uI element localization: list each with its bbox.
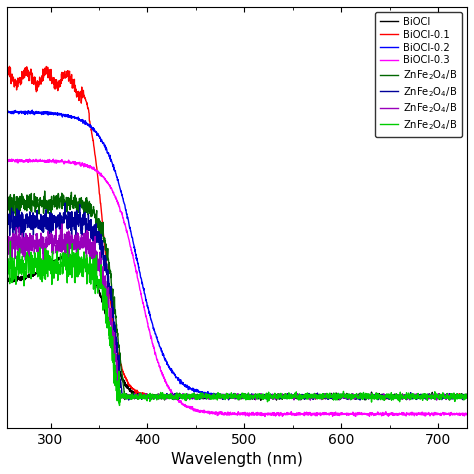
BiOCl	[451, 395, 457, 401]
BiOCl-0.3	[262, 414, 268, 419]
BiOCl-0.2	[451, 395, 457, 401]
BiOCl-0.3	[27, 156, 32, 162]
ZnFe$_2$O$_4$/B	[27, 242, 33, 248]
BiOCl-0.1	[451, 393, 457, 399]
ZnFe$_2$O$_4$/B	[381, 397, 386, 403]
ZnFe$_2$O$_4$/B	[451, 396, 457, 401]
ZnFe$_2$O$_4$/B	[451, 393, 457, 399]
BiOCl-0.2	[29, 107, 35, 113]
ZnFe$_2$O$_4$/B	[228, 393, 234, 399]
BiOCl-0.2	[451, 393, 457, 399]
Line: BiOCl: BiOCl	[7, 255, 467, 400]
ZnFe$_2$O$_4$/B	[451, 393, 457, 399]
BiOCl-0.3	[367, 410, 373, 416]
Line: BiOCl-0.3: BiOCl-0.3	[7, 159, 467, 417]
ZnFe$_2$O$_4$/B	[59, 221, 65, 227]
ZnFe$_2$O$_4$/B	[117, 402, 122, 408]
ZnFe$_2$O$_4$/B	[367, 393, 373, 399]
ZnFe$_2$O$_4$/B	[451, 390, 457, 396]
ZnFe$_2$O$_4$/B	[27, 215, 33, 220]
BiOCl-0.2	[228, 392, 234, 398]
ZnFe$_2$O$_4$/B	[42, 188, 47, 194]
BiOCl-0.2	[464, 394, 470, 400]
BiOCl	[216, 393, 221, 399]
Line: ZnFe$_2$O$_4$/B: ZnFe$_2$O$_4$/B	[7, 203, 467, 400]
ZnFe$_2$O$_4$/B	[464, 394, 470, 400]
BiOCl-0.3	[216, 410, 221, 416]
BiOCl-0.3	[464, 411, 470, 417]
BiOCl-0.1	[216, 393, 221, 399]
ZnFe$_2$O$_4$/B	[4, 256, 10, 262]
ZnFe$_2$O$_4$/B	[228, 394, 234, 400]
BiOCl-0.1	[228, 394, 234, 400]
Line: ZnFe$_2$O$_4$/B: ZnFe$_2$O$_4$/B	[7, 241, 467, 405]
ZnFe$_2$O$_4$/B	[228, 394, 234, 400]
BiOCl	[464, 394, 470, 400]
ZnFe$_2$O$_4$/B	[63, 200, 68, 206]
ZnFe$_2$O$_4$/B	[451, 394, 457, 400]
Line: ZnFe$_2$O$_4$/B: ZnFe$_2$O$_4$/B	[7, 191, 467, 400]
ZnFe$_2$O$_4$/B	[4, 245, 10, 250]
BiOCl	[258, 397, 264, 403]
ZnFe$_2$O$_4$/B	[216, 394, 222, 400]
ZnFe$_2$O$_4$/B	[28, 271, 34, 276]
BiOCl	[367, 393, 373, 399]
ZnFe$_2$O$_4$/B	[27, 199, 33, 205]
BiOCl	[451, 393, 457, 399]
BiOCl-0.2	[4, 110, 10, 116]
BiOCl	[228, 395, 234, 401]
BiOCl-0.1	[464, 392, 470, 398]
Line: BiOCl-0.1: BiOCl-0.1	[7, 66, 467, 399]
BiOCl	[65, 252, 71, 257]
ZnFe$_2$O$_4$/B	[126, 397, 132, 403]
BiOCl-0.3	[451, 411, 457, 417]
Line: BiOCl-0.2: BiOCl-0.2	[7, 110, 467, 399]
ZnFe$_2$O$_4$/B	[367, 392, 373, 398]
BiOCl-0.3	[4, 158, 10, 164]
ZnFe$_2$O$_4$/B	[464, 394, 470, 400]
BiOCl-0.1	[383, 396, 389, 402]
Legend: BiOCl, BiOCl-0.1, BiOCl-0.2, BiOCl-0.3, ZnFe$_2$O$_4$/B, ZnFe$_2$O$_4$/B, ZnFe$_: BiOCl, BiOCl-0.1, BiOCl-0.2, BiOCl-0.3, …	[375, 12, 462, 137]
ZnFe$_2$O$_4$/B	[367, 393, 373, 399]
BiOCl-0.1	[366, 393, 372, 399]
ZnFe$_2$O$_4$/B	[451, 394, 457, 400]
BiOCl-0.2	[367, 393, 373, 399]
ZnFe$_2$O$_4$/B	[216, 394, 222, 400]
ZnFe$_2$O$_4$/B	[228, 392, 234, 398]
BiOCl-0.1	[28, 68, 34, 73]
BiOCl-0.2	[354, 396, 359, 402]
Line: ZnFe$_2$O$_4$/B: ZnFe$_2$O$_4$/B	[7, 224, 467, 401]
ZnFe$_2$O$_4$/B	[366, 394, 372, 400]
BiOCl-0.3	[451, 411, 457, 417]
ZnFe$_2$O$_4$/B	[4, 196, 10, 201]
BiOCl-0.3	[28, 157, 34, 163]
BiOCl-0.2	[27, 111, 33, 117]
X-axis label: Wavelength (nm): Wavelength (nm)	[171, 452, 303, 467]
BiOCl-0.3	[228, 411, 234, 417]
BiOCl-0.1	[451, 393, 457, 399]
ZnFe$_2$O$_4$/B	[8, 238, 13, 244]
ZnFe$_2$O$_4$/B	[451, 395, 457, 401]
ZnFe$_2$O$_4$/B	[216, 394, 221, 400]
ZnFe$_2$O$_4$/B	[464, 392, 470, 398]
BiOCl	[4, 274, 10, 280]
ZnFe$_2$O$_4$/B	[216, 394, 222, 400]
ZnFe$_2$O$_4$/B	[4, 204, 10, 210]
ZnFe$_2$O$_4$/B	[451, 392, 457, 397]
BiOCl	[27, 273, 33, 278]
ZnFe$_2$O$_4$/B	[117, 399, 123, 404]
ZnFe$_2$O$_4$/B	[464, 393, 470, 399]
BiOCl-0.2	[216, 393, 221, 399]
BiOCl-0.1	[4, 67, 10, 73]
BiOCl-0.1	[7, 64, 12, 69]
